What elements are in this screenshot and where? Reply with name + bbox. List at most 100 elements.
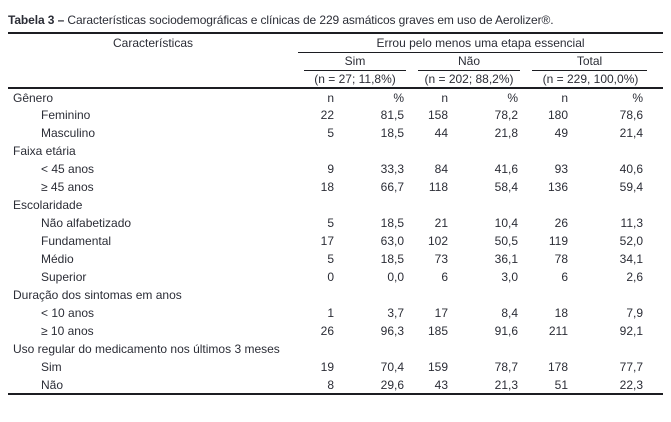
empty-cell (412, 142, 460, 160)
percent-cell: 59,4 (619, 180, 643, 194)
count-column-header: n (441, 90, 448, 105)
count-cell: 78 (554, 252, 568, 266)
count-cell: 136 (547, 180, 568, 194)
percent-column-header: % (507, 90, 518, 105)
row-label: Superior (41, 270, 87, 284)
column-group-total-label: Total (532, 54, 647, 71)
empty-cell (526, 340, 578, 358)
column-group-total: Total (526, 52, 663, 71)
row-label: Não alfabetizado (41, 216, 132, 230)
section-label: Duração dos sintomas em anos (13, 288, 182, 302)
percent-column-header: % (393, 90, 404, 105)
count-cell: 49 (554, 126, 568, 140)
empty-cell (412, 286, 460, 304)
column-group-sim-count: (n = 27; 11,8%) (298, 71, 412, 89)
section-label: Faixa etária (13, 144, 76, 158)
table-body: Gênero n% n% n% Feminino 22 81,5 158 78,2 180 78,6… (8, 88, 663, 394)
count-cell: 5 (327, 126, 334, 140)
table-row: Superior 0 0,0 6 3,0 6 2,6 (8, 268, 663, 286)
count-cell: 18 (320, 180, 334, 194)
empty-cell (460, 142, 526, 160)
empty-cell (460, 286, 526, 304)
percent-column-header: % (632, 90, 643, 105)
empty-cell (412, 340, 460, 358)
percent-cell: 33,3 (380, 162, 404, 176)
count-cell: 51 (554, 377, 568, 392)
empty-cell (460, 340, 526, 358)
table-caption: Tabela 3 – Características sociodemográf… (8, 12, 663, 28)
percent-cell: 18,5 (380, 126, 404, 140)
count-cell: 18 (554, 306, 568, 320)
row-label: Fundamental (41, 234, 112, 248)
table-row: ≥ 10 anos 26 96,3 185 91,6 211 92,1 (8, 322, 663, 340)
characteristics-header: Características (112, 36, 194, 50)
section-row: Gênero n% n% n% (8, 88, 663, 106)
count-cell: 185 (427, 324, 448, 338)
percent-cell: 70,4 (380, 360, 404, 374)
empty-cell (460, 196, 526, 214)
error-group-header: Errou pelo menos uma etapa essencial (298, 33, 663, 53)
count-cell: 180 (547, 108, 568, 122)
percent-cell: 78,7 (494, 360, 518, 374)
count-cell: 118 (428, 180, 448, 194)
percent-cell: 7,9 (626, 306, 643, 320)
percent-cell: 81,5 (380, 108, 404, 122)
table-figure: Tabela 3 – Características sociodemográf… (8, 12, 663, 395)
percent-cell: 8,4 (501, 306, 518, 320)
count-cell: 211 (548, 324, 568, 338)
empty-cell (526, 286, 578, 304)
percent-cell: 63,0 (380, 234, 404, 248)
empty-header-cell (8, 52, 298, 71)
count-cell: 6 (561, 270, 568, 284)
count-column-header: n (327, 90, 334, 105)
section-row: Faixa etária (8, 142, 663, 160)
section-row: Escolaridade (8, 196, 663, 214)
section-label: Gênero (13, 90, 54, 105)
percent-cell: 41,6 (494, 162, 518, 176)
percent-cell: 36,1 (494, 252, 518, 266)
row-label: < 10 anos (41, 306, 95, 320)
percent-cell: 21,3 (494, 377, 518, 392)
empty-cell (346, 340, 412, 358)
percent-cell: 0,0 (387, 270, 404, 284)
empty-cell (578, 196, 663, 214)
percent-cell: 78,2 (494, 108, 518, 122)
empty-cell (298, 286, 346, 304)
count-cell: 158 (427, 108, 448, 122)
empty-cell (526, 142, 578, 160)
percent-cell: 50,5 (494, 234, 518, 248)
percent-cell: 52,0 (619, 234, 643, 248)
count-cell: 26 (320, 324, 334, 338)
percent-cell: 18,5 (380, 252, 404, 266)
empty-cell (346, 142, 412, 160)
table-row: Sim 19 70,4 159 78,7 178 77,7 (8, 358, 663, 376)
count-cell: 8 (327, 377, 334, 392)
row-label: Masculino (41, 126, 96, 140)
header-row-2: Sim Não Total (8, 52, 663, 71)
empty-cell (578, 286, 663, 304)
percent-cell: 78,6 (619, 108, 643, 122)
row-label: Médio (41, 252, 74, 266)
percent-cell: 3,0 (501, 270, 518, 284)
count-cell: 21 (434, 216, 448, 230)
count-cell: 0 (327, 270, 334, 284)
empty-header-cell (8, 71, 298, 89)
empty-cell (578, 142, 663, 160)
empty-cell (298, 142, 346, 160)
row-label: Feminino (41, 108, 91, 122)
count-cell: 84 (434, 162, 448, 176)
percent-cell: 58,4 (494, 180, 518, 194)
column-group-sim-label: Sim (304, 54, 406, 71)
table-row: Não 8 29,6 43 21,3 51 22,3 (8, 376, 663, 394)
column-group-nao-count: (n = 202; 88,2%) (412, 71, 526, 89)
row-label: ≥ 10 anos (41, 324, 94, 338)
count-cell: 1 (327, 306, 334, 320)
count-cell: 178 (547, 360, 568, 374)
header-row-3: (n = 27; 11,8%) (n = 202; 88,2%) (n = 22… (8, 71, 663, 89)
header-row-1: Características Errou pelo menos uma eta… (8, 33, 663, 53)
row-label: ≥ 45 anos (41, 180, 94, 194)
percent-cell: 2,6 (626, 270, 643, 284)
count-cell: 102 (427, 234, 448, 248)
table-row: Não alfabetizado 5 18,5 21 10,4 26 11,3 (8, 214, 663, 232)
section-row: Duração dos sintomas em anos (8, 286, 663, 304)
